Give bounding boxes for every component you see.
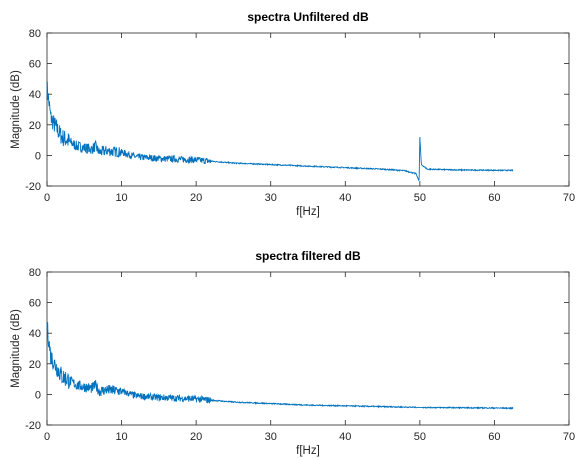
x-tick-label: 50 bbox=[414, 192, 426, 204]
x-axis-label: f[Hz] bbox=[296, 206, 320, 218]
y-tick-label: 0 bbox=[35, 150, 41, 162]
x-tick-label: 50 bbox=[414, 431, 426, 443]
x-tick-label: 0 bbox=[44, 192, 50, 204]
y-tick-label: 0 bbox=[35, 389, 41, 401]
series-line bbox=[46, 322, 514, 411]
x-tick-label: 60 bbox=[488, 192, 500, 204]
x-tick-label: 40 bbox=[339, 192, 351, 204]
y-tick-label: -20 bbox=[25, 181, 41, 193]
y-axis-label: Magnitude (dB) bbox=[10, 70, 22, 149]
y-tick-label: 80 bbox=[29, 267, 41, 279]
x-tick-label: 30 bbox=[265, 431, 277, 443]
y-tick-label: -20 bbox=[25, 420, 41, 432]
y-tick-label: 40 bbox=[29, 89, 41, 101]
x-axis-label: f[Hz] bbox=[296, 445, 320, 457]
y-axis-label: Magnitude (dB) bbox=[10, 309, 22, 388]
y-tick-label: 60 bbox=[29, 59, 41, 71]
x-tick-label: 10 bbox=[115, 431, 127, 443]
x-tick-label: 70 bbox=[563, 192, 575, 204]
y-tick-label: 60 bbox=[29, 298, 41, 310]
x-tick-label: 40 bbox=[339, 431, 351, 443]
x-tick-label: 0 bbox=[44, 431, 50, 443]
series-line bbox=[46, 81, 514, 181]
x-tick-label: 60 bbox=[488, 431, 500, 443]
y-tick-label: 20 bbox=[29, 120, 41, 132]
y-tick-label: 40 bbox=[29, 328, 41, 340]
x-tick-label: 20 bbox=[190, 192, 202, 204]
x-tick-label: 20 bbox=[190, 431, 202, 443]
x-tick-label: 30 bbox=[265, 192, 277, 204]
plot-frame bbox=[46, 271, 570, 426]
x-tick-label: 10 bbox=[115, 192, 127, 204]
plot-frame bbox=[46, 32, 570, 187]
y-tick-label: 20 bbox=[29, 359, 41, 371]
chart-title: spectra filtered dB bbox=[255, 249, 361, 263]
y-tick-label: 80 bbox=[29, 28, 41, 40]
chart-title: spectra Unfiltered dB bbox=[247, 10, 369, 24]
x-tick-label: 70 bbox=[563, 431, 575, 443]
